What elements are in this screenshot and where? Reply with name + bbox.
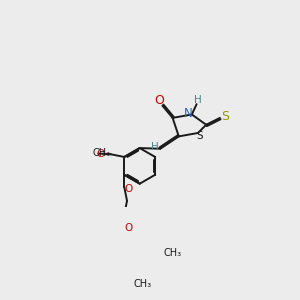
Text: O: O: [124, 223, 133, 232]
Text: S: S: [221, 110, 230, 123]
Text: S: S: [197, 131, 203, 141]
Text: CH₃: CH₃: [164, 248, 181, 258]
Text: H: H: [194, 95, 202, 105]
Text: O: O: [155, 94, 164, 106]
Text: N: N: [184, 106, 193, 120]
Text: O: O: [96, 148, 104, 158]
Text: O: O: [124, 184, 133, 194]
Text: CH₃: CH₃: [93, 148, 111, 158]
Text: CH₃: CH₃: [134, 279, 152, 289]
Text: H: H: [151, 142, 159, 152]
